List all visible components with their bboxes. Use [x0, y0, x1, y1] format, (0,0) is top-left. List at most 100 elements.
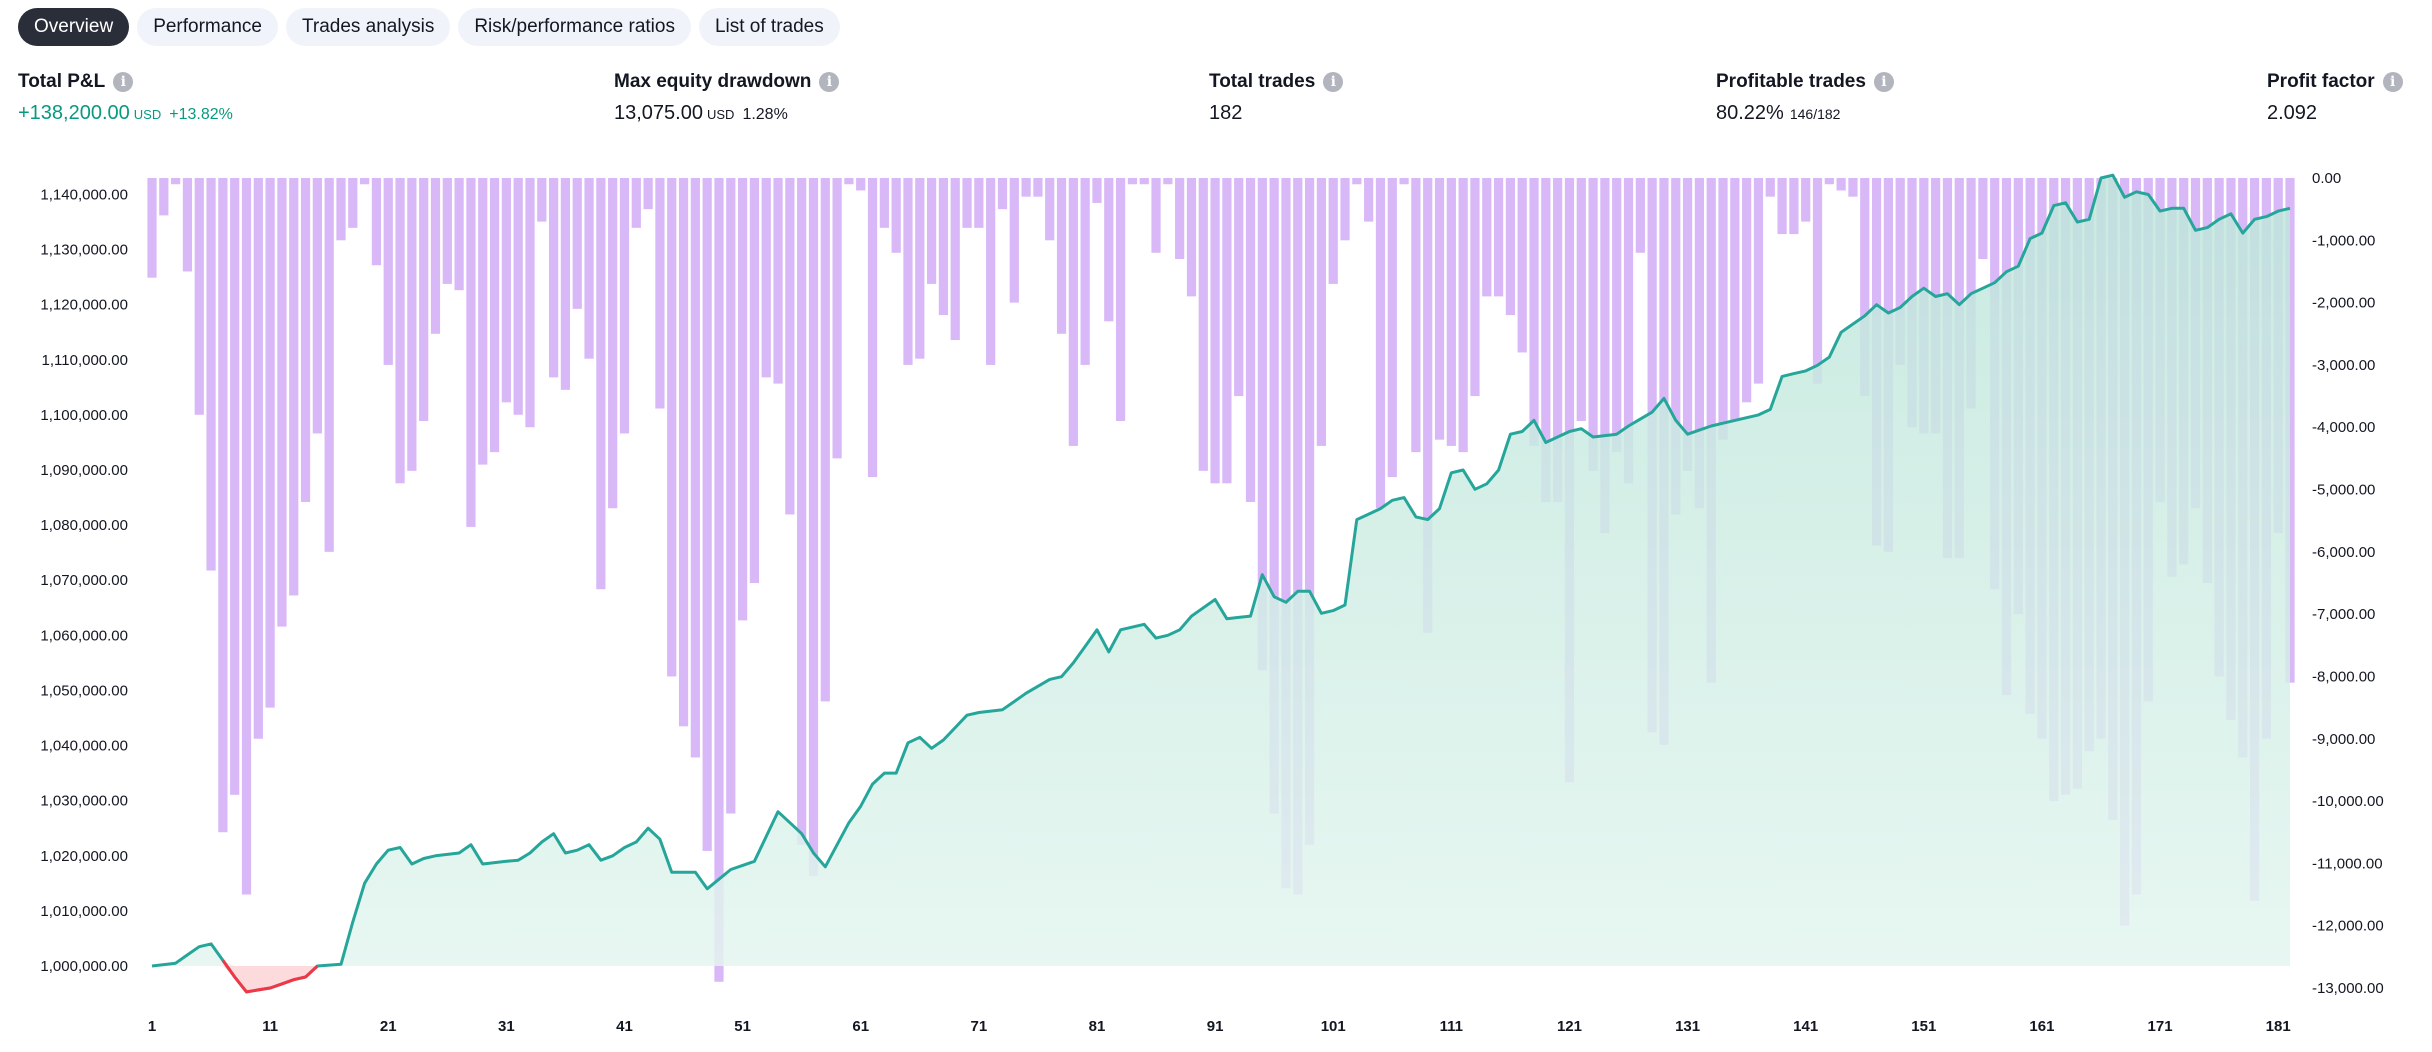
info-icon[interactable]: i: [1873, 72, 1894, 92]
drawdown-bar: [926, 178, 937, 284]
drawdown-bar: [1056, 178, 1067, 334]
drawdown-bar: [1623, 178, 1634, 484]
drawdown-bar: [738, 178, 748, 621]
drawdown-bar: [1257, 178, 1267, 671]
left-axis-tick: 1,040,000.00: [40, 738, 128, 755]
drawdown-bar: [466, 178, 476, 527]
drawdown-bar: [1080, 178, 1090, 365]
drawdown-bar: [1718, 178, 1728, 440]
drawdown-bar: [218, 178, 228, 833]
kpi-profitable-trades-value: 80.22%: [1716, 102, 1784, 124]
x-axis-tick: 1: [148, 1018, 156, 1035]
drawdown-bar: [1009, 178, 1019, 303]
drawdown-bar: [1694, 178, 1704, 509]
drawdown-bar: [1210, 178, 1220, 484]
drawdown-bar: [915, 178, 925, 359]
equity-line-negative: [221, 959, 319, 994]
drawdown-bar: [300, 178, 311, 502]
tab-trades-analysis[interactable]: Trades analysis: [285, 8, 451, 46]
drawdown-bar: [1493, 178, 1504, 297]
drawdown-bar: [938, 178, 949, 316]
drawdown-bar: [1222, 178, 1232, 484]
drawdown-bar: [856, 178, 866, 191]
tab-list-of-trades[interactable]: List of trades: [698, 8, 840, 46]
left-axis-tick: 1,110,000.00: [42, 352, 128, 369]
drawdown-bar: [1387, 178, 1397, 478]
drawdown-bar: [1801, 178, 1811, 222]
drawdown-bar: [1434, 178, 1445, 440]
drawdown-bar: [171, 178, 181, 185]
drawdown-bar: [348, 178, 358, 228]
drawdown-bar: [407, 178, 417, 471]
drawdown-bar: [1789, 178, 1799, 235]
drawdown-bar: [1765, 178, 1775, 197]
drawdown-bar: [1234, 178, 1244, 397]
drawdown-bar: [702, 178, 712, 851]
right-axis-tick: -2,000.00: [2312, 295, 2375, 312]
kpi-max-drawdown-label: Max equity drawdown: [614, 71, 812, 92]
drawdown-bar: [1600, 178, 1610, 534]
left-axis-tick: 1,140,000.00: [40, 187, 128, 204]
drawdown-bar: [501, 178, 511, 403]
drawdown-bar: [206, 178, 216, 571]
kpi-profit-factor: Profit factor i 2.092: [2267, 68, 2403, 125]
drawdown-bar: [1588, 178, 1598, 471]
tab-overview[interactable]: Overview: [18, 8, 130, 46]
drawdown-bar: [265, 178, 275, 708]
left-axis-tick: 1,130,000.00: [40, 242, 128, 259]
left-axis-tick: 1,090,000.00: [40, 462, 128, 479]
drawdown-bar: [241, 178, 252, 895]
drawdown-bar: [1635, 178, 1645, 253]
drawdown-bar: [631, 178, 641, 228]
drawdown-bar: [714, 178, 724, 982]
x-axis-tick: 101: [1321, 1018, 1346, 1035]
equity-curve: [151, 173, 2291, 994]
drawdown-bar: [549, 178, 559, 378]
drawdown-bar: [997, 178, 1008, 210]
info-icon[interactable]: i: [2382, 72, 2403, 92]
x-axis-tick: 61: [852, 1018, 869, 1035]
drawdown-bar: [1399, 178, 1409, 185]
x-axis-tick: 121: [1557, 1018, 1582, 1035]
drawdown-bar: [1895, 178, 1905, 365]
info-icon[interactable]: i: [819, 72, 840, 92]
drawdown-bar: [478, 178, 488, 465]
equity-area: [152, 175, 2290, 966]
drawdown-bar: [1671, 178, 1681, 515]
drawdown-bar: [950, 178, 960, 340]
right-y-axis: 0.00 -1,000.00 -2,000.00 -3,000.00 -4,000.00…: [2312, 170, 2384, 997]
drawdown-bar: [1245, 178, 1256, 502]
x-axis: 1 11 21 31 41 51 61 71 81 91 101 111 121 131 141 151 161…: [148, 1018, 2291, 1035]
x-axis-tick: 141: [1793, 1018, 1818, 1035]
drawdown-bar: [1033, 178, 1043, 197]
kpi-profitable-trades-detail: 146/182: [1789, 106, 1841, 122]
drawdown-bar: [1824, 178, 1834, 185]
info-icon[interactable]: i: [1323, 72, 1344, 92]
info-icon[interactable]: i: [113, 72, 134, 92]
drawdown-bar: [395, 178, 405, 484]
drawdown-bar: [1340, 178, 1350, 241]
right-axis-tick: -8,000.00: [2312, 668, 2375, 685]
drawdown-bar: [608, 178, 618, 509]
drawdown-bar: [1068, 178, 1078, 446]
equity-negative-area: [152, 965, 2290, 992]
drawdown-bar: [761, 178, 771, 378]
drawdown-bar: [1021, 178, 1031, 197]
tab-performance[interactable]: Performance: [137, 8, 278, 46]
drawdown-bar: [1553, 178, 1563, 502]
equity-drawdown-chart[interactable]: 1,140,000.00 1,130,000.00 1,120,000.00 1,11…: [0, 160, 2432, 1052]
drawdown-bar: [572, 178, 582, 309]
tab-risk-performance-ratios[interactable]: Risk/performance ratios: [458, 8, 691, 46]
drawdown-bar: [974, 178, 984, 228]
drawdown-bar: [643, 178, 653, 210]
drawdown-bar: [1446, 178, 1456, 446]
drawdown-bar: [749, 178, 760, 583]
drawdown-bar: [1458, 178, 1468, 453]
drawdown-bar: [1352, 178, 1362, 185]
drawdown-bar: [1364, 178, 1374, 222]
drawdown-bar: [1517, 178, 1527, 353]
tab-bar: Overview Performance Trades analysis Ris…: [18, 8, 840, 48]
drawdown-bar: [903, 178, 913, 365]
drawdown-bar: [1730, 178, 1740, 421]
drawdown-bar: [383, 178, 393, 365]
